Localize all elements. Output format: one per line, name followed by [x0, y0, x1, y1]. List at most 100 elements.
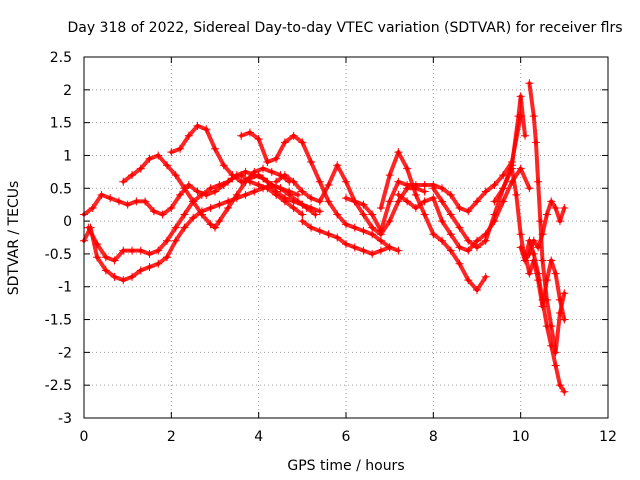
trace-segment [112, 248, 126, 263]
data-point [438, 217, 447, 226]
data-point [184, 180, 193, 189]
data-point [521, 249, 530, 258]
data-point [280, 138, 289, 147]
data-point [473, 243, 481, 252]
y-tick-label: 0 [63, 214, 72, 230]
data-point [342, 240, 350, 249]
data-point [307, 203, 316, 212]
trace-segment [549, 258, 558, 276]
data-point [531, 138, 540, 147]
data-point [162, 236, 171, 245]
data-point [394, 246, 403, 255]
data-point [420, 180, 429, 189]
data-point [315, 177, 324, 186]
data-point [429, 230, 438, 239]
trace-segment [544, 297, 554, 329]
data-point [555, 295, 564, 304]
trace-segment [378, 199, 392, 233]
trace-segment [448, 232, 462, 250]
data-point [245, 174, 254, 183]
data-point [481, 272, 490, 281]
trace-segment [221, 163, 235, 178]
data-point [403, 164, 412, 173]
data-point [525, 79, 534, 88]
data-point [289, 131, 298, 140]
trace-segment [178, 133, 191, 151]
data-point [464, 236, 473, 245]
x-tick-label: 2 [167, 429, 176, 445]
data-point [534, 243, 543, 252]
data-point [224, 177, 233, 186]
series-track-7 [272, 161, 429, 239]
data-point [106, 194, 115, 203]
trace-segment [509, 114, 521, 168]
trace-segment [518, 166, 532, 191]
data-point [385, 171, 394, 180]
trace-segment [256, 137, 270, 165]
data-point [307, 158, 316, 167]
trace-segment [466, 278, 479, 293]
series-track-5 [167, 121, 324, 216]
data-point [272, 187, 281, 196]
trace-segment [335, 212, 348, 227]
data-point [267, 167, 276, 176]
data-point [464, 207, 473, 216]
data-point [232, 190, 241, 199]
data-point [289, 197, 298, 206]
data-point [342, 220, 350, 229]
series-track-6 [237, 128, 394, 252]
data-point [93, 253, 102, 262]
data-point [263, 177, 272, 186]
trace-segment [217, 205, 231, 224]
data-point [394, 177, 403, 186]
y-tick-label: 0.5 [50, 181, 72, 197]
trace-segment [533, 140, 541, 184]
trace-segment [164, 238, 178, 260]
y-tick-label: -3 [58, 411, 72, 427]
data-point [542, 276, 551, 285]
data-point [560, 387, 569, 396]
data-point [128, 246, 137, 255]
data-point [128, 272, 137, 281]
data-point [420, 197, 429, 206]
trace-segment [536, 179, 543, 224]
trace-segment [173, 173, 187, 191]
axis-ticks: 0 2 4 6 8 10 12 -3 -2.5 -2 -1.5 -1 -0.5 0 0.5 1 1.5 2 2.5 [45, 50, 617, 445]
series-track-16 [521, 249, 569, 324]
data-point [411, 203, 420, 212]
data-point [241, 167, 250, 176]
trace-segment [335, 163, 348, 184]
data-point [555, 381, 564, 390]
data-point [529, 256, 538, 265]
data-marks [80, 79, 569, 396]
data-point [376, 246, 385, 255]
trace-segment [182, 186, 196, 204]
trace-segment [287, 189, 300, 197]
trace-segment [518, 94, 528, 138]
data-point [385, 197, 394, 206]
y-tick-label: 1 [63, 148, 72, 164]
trace-segment [226, 192, 239, 210]
data-point [350, 243, 359, 252]
series-track-14 [525, 79, 569, 357]
data-point [359, 210, 368, 219]
y-tick-label: 1.5 [50, 116, 72, 132]
data-point [180, 210, 189, 219]
data-point [280, 194, 289, 203]
data-point [176, 144, 185, 153]
data-point [516, 164, 525, 173]
y-tick-label: -0.5 [45, 247, 72, 263]
y-tick-label: -1 [58, 280, 72, 296]
chart-title: Day 318 of 2022, Sidereal Day-to-day VTE… [67, 20, 622, 36]
trace-segment [182, 215, 196, 230]
data-point [272, 154, 281, 163]
data-point [536, 217, 545, 226]
trace-segment [317, 182, 331, 204]
data-point [254, 171, 263, 180]
trace-segment [531, 258, 541, 283]
trace-segment [448, 248, 462, 266]
data-point [538, 230, 547, 239]
y-tick-label: -1.5 [45, 313, 72, 329]
data-point [280, 171, 289, 180]
data-point [110, 272, 119, 281]
